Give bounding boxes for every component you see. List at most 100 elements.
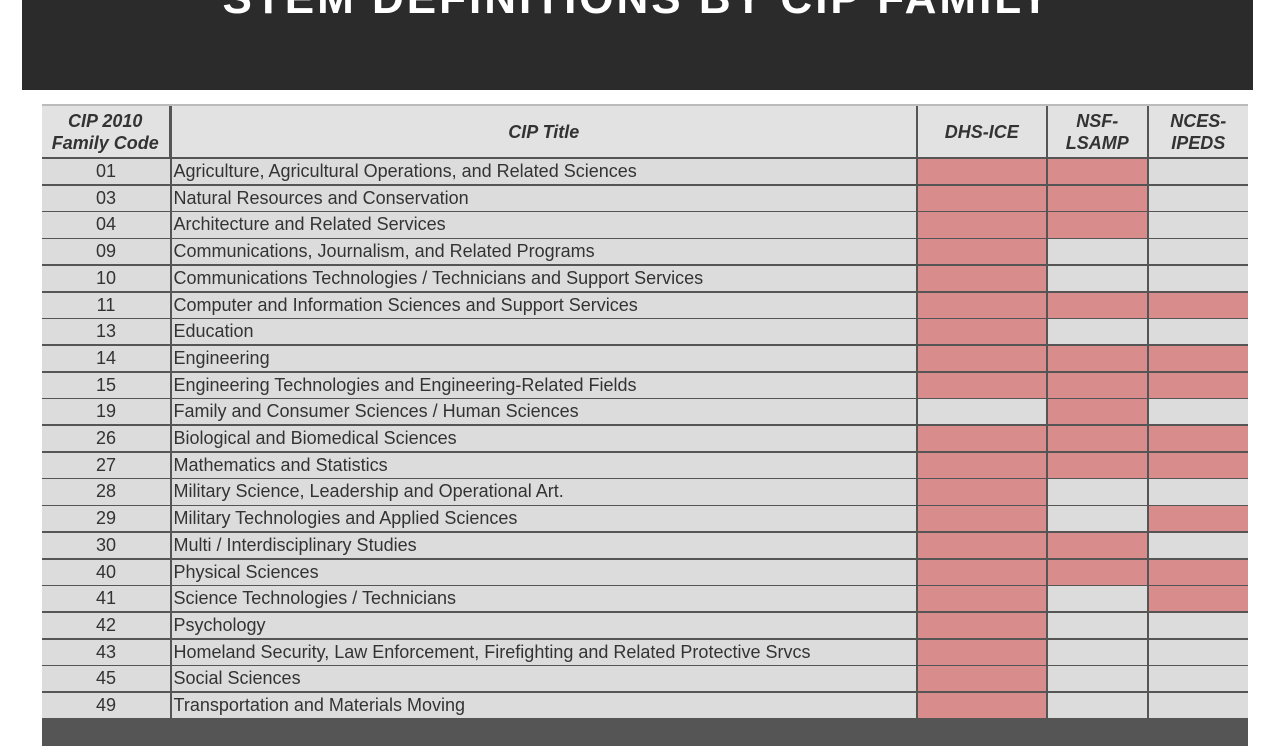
definition-cell (917, 452, 1046, 478)
definition-cell (917, 612, 1046, 639)
cip-code: 40 (42, 559, 170, 585)
cip-code: 45 (42, 666, 170, 692)
cip-code: 26 (42, 426, 170, 452)
cip-code: 14 (42, 345, 170, 372)
cip-title: Homeland Security, Law Enforcement, Fire… (171, 639, 916, 665)
definition-cell (917, 292, 1046, 318)
definition-cell (1148, 666, 1248, 692)
definition-cell (917, 319, 1046, 345)
definition-cell (1148, 693, 1248, 719)
definition-cell (1148, 185, 1248, 211)
definition-cell (1047, 612, 1147, 639)
definition-cell (917, 586, 1046, 612)
definition-cell (1148, 452, 1248, 478)
cip-code: 19 (42, 399, 170, 425)
definition-cell (1047, 559, 1147, 585)
definition-cell (1148, 372, 1248, 398)
page: STEM DEFINITIONS BY CIP FAMILY CIP 2010 … (22, 0, 1253, 746)
definition-cell (1148, 265, 1248, 291)
definition-cell (1047, 586, 1147, 612)
cip-title: Computer and Information Sciences and Su… (171, 292, 916, 318)
cip-code: 30 (42, 532, 170, 558)
definition-cell (1148, 345, 1248, 372)
definition-cell (1047, 639, 1147, 665)
slide-title: STEM DEFINITIONS BY CIP FAMILY (22, 0, 1253, 24)
definition-cell (1047, 212, 1147, 238)
cip-code: 43 (42, 639, 170, 665)
definition-cell (1148, 612, 1248, 639)
definition-cell (1148, 212, 1248, 238)
definition-cell (1148, 559, 1248, 585)
definition-cell (1148, 426, 1248, 452)
cip-title: Agriculture, Agricultural Operations, an… (171, 159, 916, 185)
cip-code: 28 (42, 479, 170, 505)
cip-code: 49 (42, 693, 170, 719)
table: CIP 2010 Family Code CIP Title DHS-ICE NSF-… (42, 104, 1248, 746)
definition-cell (1047, 345, 1147, 372)
cip-code: 04 (42, 212, 170, 238)
definition-cell (1047, 666, 1147, 692)
definition-cell (1047, 399, 1147, 425)
definition-cell (1047, 426, 1147, 452)
definition-cell (917, 265, 1046, 291)
definition-cell (917, 372, 1046, 398)
cip-code: 29 (42, 506, 170, 532)
column-header: NCES-IPEDS (1148, 106, 1248, 157)
cip-title: Transportation and Materials Moving (171, 693, 916, 719)
definition-cell (917, 239, 1046, 265)
definition-cell (1047, 292, 1147, 318)
definition-cell (1148, 479, 1248, 505)
definition-cell (1148, 239, 1248, 265)
cip-code: 11 (42, 292, 170, 318)
definition-cell (1148, 639, 1248, 665)
definition-cell (1148, 159, 1248, 185)
cip-title: Family and Consumer Sciences / Human Sci… (171, 399, 916, 425)
cip-title: Social Sciences (171, 666, 916, 692)
definition-cell (917, 399, 1046, 425)
cip-code: 15 (42, 372, 170, 398)
cip-title: Architecture and Related Services (171, 212, 916, 238)
column-header: CIP Title (171, 106, 916, 157)
definition-cell (917, 345, 1046, 372)
cip-title: Multi / Interdisciplinary Studies (171, 532, 916, 558)
cip-code: 42 (42, 612, 170, 639)
definition-cell (1047, 265, 1147, 291)
definition-cell (1047, 452, 1147, 478)
cip-code: 03 (42, 185, 170, 211)
definition-cell (917, 559, 1046, 585)
definition-cell (1148, 399, 1248, 425)
cip-title: Engineering (171, 345, 916, 372)
definition-cell (917, 185, 1046, 211)
cip-title: Biological and Biomedical Sciences (171, 426, 916, 452)
cip-code: 13 (42, 319, 170, 345)
definition-cell (1047, 372, 1147, 398)
title-bar: STEM DEFINITIONS BY CIP FAMILY (22, 0, 1253, 90)
definition-cell (1047, 693, 1147, 719)
definition-cell (917, 212, 1046, 238)
definition-cell (917, 426, 1046, 452)
cip-code: 27 (42, 452, 170, 478)
definition-cell (1047, 319, 1147, 345)
cip-title: Science Technologies / Technicians (171, 586, 916, 612)
cip-title: Mathematics and Statistics (171, 452, 916, 478)
cip-title: Physical Sciences (171, 559, 916, 585)
column-header: DHS-ICE (917, 106, 1046, 157)
definition-cell (917, 639, 1046, 665)
definition-cell (1148, 532, 1248, 558)
cip-title: Engineering Technologies and Engineering… (171, 372, 916, 398)
definition-cell (917, 693, 1046, 719)
cip-title: Communications, Journalism, and Related … (171, 239, 916, 265)
cip-code: 09 (42, 239, 170, 265)
cip-code: 10 (42, 265, 170, 291)
definition-cell (1148, 292, 1248, 318)
cip-title: Natural Resources and Conservation (171, 185, 916, 211)
definition-cell (917, 666, 1046, 692)
definition-cell (1047, 185, 1147, 211)
cip-title: Psychology (171, 612, 916, 639)
column-header: CIP 2010 Family Code (42, 106, 169, 157)
definition-cell (917, 479, 1046, 505)
cip-code: 41 (42, 586, 170, 612)
cip-title: Communications Technologies / Technician… (171, 265, 916, 291)
definition-cell (917, 532, 1046, 558)
definition-cell (1047, 506, 1147, 532)
